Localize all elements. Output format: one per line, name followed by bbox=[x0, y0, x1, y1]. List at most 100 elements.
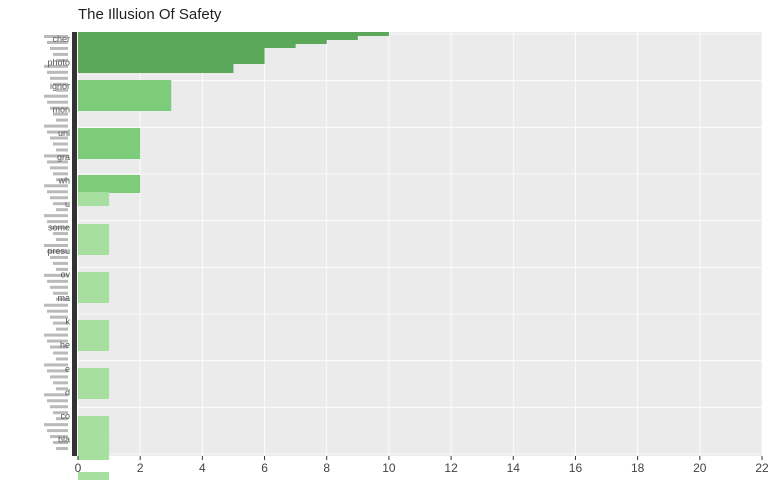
plot-panel bbox=[78, 32, 762, 456]
overlapping-label-mark bbox=[53, 82, 68, 86]
overlapping-label-mark bbox=[56, 357, 68, 361]
y-tick-label: ma bbox=[57, 293, 70, 303]
x-tick-label: 12 bbox=[444, 461, 458, 475]
overlapping-label-mark bbox=[56, 417, 68, 421]
x-axis-ticks: 0 2 4 6 8 10 12 14 16 18 20 22 bbox=[75, 456, 768, 475]
x-tick-label: 4 bbox=[199, 461, 206, 475]
bar bbox=[78, 40, 327, 44]
overlapping-label-mark bbox=[47, 70, 68, 74]
y-tick-label: d bbox=[65, 387, 70, 397]
overlapping-label-mark bbox=[53, 381, 68, 385]
bar bbox=[78, 128, 141, 159]
overlapping-label-mark bbox=[47, 429, 68, 433]
overlapping-label-mark bbox=[44, 303, 68, 307]
overlapping-label-mark bbox=[56, 447, 68, 451]
overlapping-label-mark bbox=[56, 208, 68, 212]
overlapping-label-mark bbox=[56, 327, 68, 331]
overlapping-label-mark bbox=[50, 315, 68, 319]
bars bbox=[78, 32, 389, 480]
overlapping-label-mark bbox=[53, 261, 68, 265]
overlapping-label-mark bbox=[44, 124, 68, 128]
y-tick-label: some bbox=[48, 222, 70, 232]
bar bbox=[78, 472, 110, 480]
bar bbox=[78, 368, 110, 399]
overlapping-label-mark bbox=[47, 279, 68, 283]
overlapping-label-mark bbox=[50, 345, 68, 349]
overlapping-label-mark bbox=[53, 142, 68, 146]
overlapping-label-mark bbox=[50, 226, 68, 230]
overlapping-label-mark bbox=[56, 178, 68, 182]
overlapping-label-mark bbox=[50, 405, 68, 409]
bar bbox=[78, 432, 110, 460]
overlapping-label-mark bbox=[44, 273, 68, 277]
overlapping-label-mark bbox=[53, 172, 68, 176]
overlapping-label-mark bbox=[47, 190, 68, 194]
overlapping-label-mark bbox=[53, 232, 68, 236]
overlapping-label-mark bbox=[47, 309, 68, 313]
x-tick-label: 8 bbox=[323, 461, 330, 475]
overlapping-label-mark bbox=[47, 160, 68, 164]
overlapping-label-mark bbox=[44, 64, 68, 68]
bar bbox=[78, 48, 265, 64]
y-tick-label: bla bbox=[58, 434, 70, 444]
overlapping-label-mark bbox=[44, 214, 68, 218]
overlapping-label-mark bbox=[47, 369, 68, 373]
overlapping-label-mark bbox=[50, 435, 68, 439]
overlapping-label-mark bbox=[50, 46, 68, 50]
overlapping-label-mark bbox=[47, 399, 68, 403]
overlapping-label-mark bbox=[47, 249, 68, 253]
x-tick-label: 10 bbox=[382, 461, 396, 475]
overlapping-label-mark bbox=[56, 238, 68, 242]
bar bbox=[78, 272, 110, 303]
y-tick-label: cher bbox=[52, 34, 70, 44]
overlapping-label-mark bbox=[50, 285, 68, 289]
bar bbox=[78, 175, 141, 193]
y-tick-label: k bbox=[66, 317, 71, 327]
overlapping-label-mark bbox=[44, 244, 68, 247]
y-tick-label: gra bbox=[57, 152, 70, 162]
y-axis-labels: cher photo ignor mon unl gra wh u some presu ov ma k… bbox=[44, 34, 71, 451]
overlapping-label-mark bbox=[50, 76, 68, 80]
x-tick-label: 22 bbox=[755, 461, 768, 475]
y-tick-label: u bbox=[65, 199, 70, 209]
y-tick-label: unl bbox=[58, 128, 70, 138]
overlapping-label-mark bbox=[44, 363, 68, 367]
y-tick-label: presu bbox=[47, 246, 70, 256]
overlapping-label-mark bbox=[44, 393, 68, 397]
overlapping-label-mark bbox=[53, 202, 68, 206]
bar bbox=[78, 192, 110, 206]
y-tick-label: photo bbox=[47, 58, 70, 68]
overlapping-label-mark bbox=[44, 423, 68, 427]
bar bbox=[78, 320, 110, 351]
overlapping-label-mark bbox=[50, 196, 68, 200]
overlapping-label-mark bbox=[56, 387, 68, 391]
y-tick-label: co bbox=[60, 411, 70, 421]
overlapping-label-mark bbox=[53, 112, 68, 116]
x-tick-label: 18 bbox=[631, 461, 645, 475]
overlapping-label-mark bbox=[56, 148, 68, 152]
y-tick-label: mon bbox=[52, 105, 70, 115]
x-tick-label: 0 bbox=[75, 461, 82, 475]
bar bbox=[78, 32, 389, 36]
x-tick-label: 2 bbox=[137, 461, 144, 475]
overlapping-label-mark bbox=[53, 291, 68, 295]
overlapping-label-mark bbox=[53, 52, 68, 56]
overlapping-label-mark bbox=[50, 106, 68, 110]
overlapping-label-mark bbox=[44, 184, 68, 188]
overlapping-label-mark bbox=[50, 375, 68, 379]
chart-title: The Illusion Of Safety bbox=[78, 6, 222, 23]
bar bbox=[78, 36, 358, 40]
bar bbox=[78, 224, 110, 255]
overlapping-label-mark bbox=[53, 351, 68, 355]
y-tick-label: wh bbox=[57, 175, 70, 185]
overlapping-label-mark bbox=[44, 154, 68, 158]
x-tick-label: 6 bbox=[261, 461, 268, 475]
x-tick-label: 20 bbox=[693, 461, 707, 475]
overlapping-label-mark bbox=[44, 35, 68, 38]
overlapping-label-mark bbox=[47, 339, 68, 343]
y-tick-label: ignor bbox=[50, 81, 70, 91]
overlapping-label-mark bbox=[56, 118, 68, 122]
x-tick-label: 14 bbox=[507, 461, 521, 475]
overlapping-label-mark bbox=[50, 166, 68, 170]
overlapping-label-mark bbox=[47, 40, 68, 44]
